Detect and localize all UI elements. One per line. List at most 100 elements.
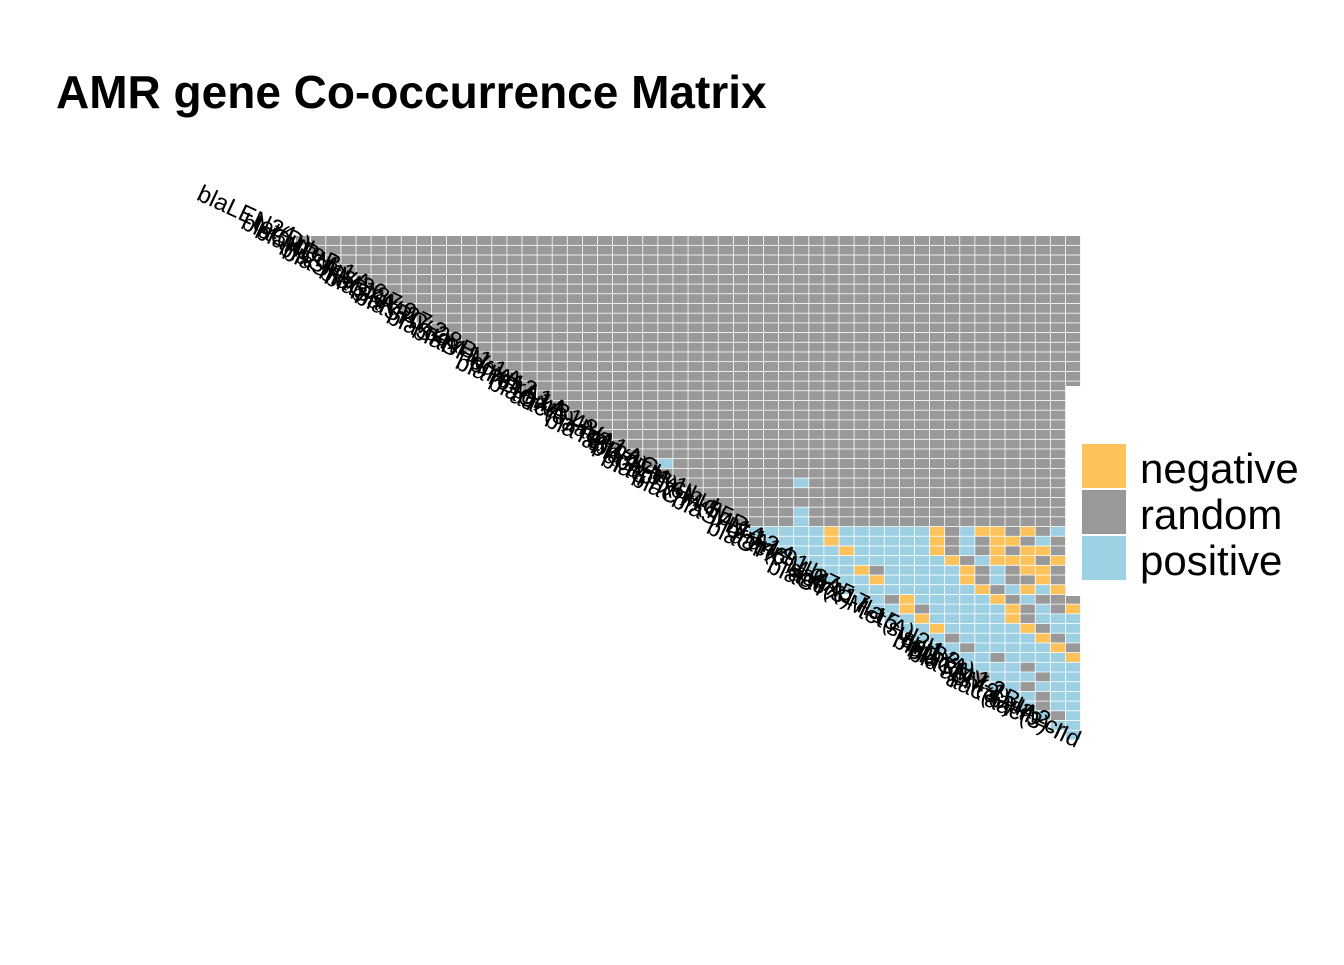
heatmap-cell xyxy=(884,478,899,488)
heatmap-cell xyxy=(990,449,1005,459)
heatmap-cell xyxy=(763,468,779,478)
heatmap-cell xyxy=(552,303,567,313)
heatmap-cell xyxy=(809,323,824,333)
heatmap-cell xyxy=(597,274,613,284)
heatmap-cell xyxy=(779,546,794,556)
heatmap-cell xyxy=(718,420,733,430)
heatmap-cell xyxy=(673,294,688,304)
heatmap-cell xyxy=(929,614,945,624)
heatmap-cell xyxy=(1005,410,1020,420)
heatmap-cell xyxy=(945,313,960,323)
heatmap-cell xyxy=(884,342,899,352)
heatmap-cell xyxy=(658,352,673,362)
heatmap-cell xyxy=(1050,594,1066,604)
heatmap-cell xyxy=(597,323,613,333)
heatmap-cell xyxy=(990,323,1005,333)
heatmap-cell xyxy=(929,371,945,381)
heatmap-cell xyxy=(628,303,643,313)
heatmap-cell xyxy=(839,381,854,391)
heatmap-cell xyxy=(1020,381,1035,391)
heatmap-cell xyxy=(914,255,930,265)
heatmap-cell xyxy=(854,400,869,410)
heatmap-cell xyxy=(884,497,899,507)
heatmap-cell xyxy=(552,352,567,362)
heatmap-cell xyxy=(597,400,613,410)
heatmap-cell xyxy=(779,236,794,245)
heatmap-cell xyxy=(673,468,688,478)
heatmap-cell xyxy=(703,488,718,498)
heatmap-cell xyxy=(1065,352,1081,362)
heatmap-cell xyxy=(688,323,703,333)
heatmap-cell xyxy=(809,420,824,430)
heatmap-cell xyxy=(854,323,869,333)
heatmap-cell xyxy=(1005,459,1020,468)
heatmap-cell xyxy=(794,556,809,565)
heatmap-cell xyxy=(733,439,749,449)
heatmap-cell xyxy=(628,410,643,420)
heatmap-cell xyxy=(779,303,794,313)
heatmap-cell xyxy=(869,391,884,401)
heatmap-cell xyxy=(990,284,1005,294)
heatmap-cell xyxy=(899,459,915,468)
heatmap-cell xyxy=(1005,478,1020,488)
heatmap-cell xyxy=(1005,662,1020,672)
heatmap-cell xyxy=(854,371,869,381)
heatmap-cell xyxy=(416,294,432,304)
heatmap-cell xyxy=(1020,556,1035,565)
heatmap-cell xyxy=(688,313,703,323)
heatmap-cell xyxy=(975,323,990,333)
heatmap-cell xyxy=(914,449,930,459)
heatmap-cell xyxy=(809,342,824,352)
heatmap-cell xyxy=(869,255,884,265)
heatmap-cell xyxy=(477,303,492,313)
heatmap-cell xyxy=(446,245,462,255)
heatmap-cell xyxy=(1050,420,1066,430)
heatmap-cell xyxy=(446,236,462,245)
heatmap-cell xyxy=(975,303,990,313)
heatmap-cell xyxy=(673,362,688,371)
heatmap-cell xyxy=(975,536,990,546)
heatmap-cell xyxy=(612,342,628,352)
heatmap-cell xyxy=(854,294,869,304)
heatmap-cell xyxy=(643,420,658,430)
heatmap-cell xyxy=(1050,294,1066,304)
heatmap-cell xyxy=(537,313,552,323)
heatmap-cell xyxy=(884,439,899,449)
heatmap-cell xyxy=(990,488,1005,498)
heatmap-cell xyxy=(673,410,688,420)
heatmap-cell xyxy=(899,332,915,342)
heatmap-cell xyxy=(718,303,733,313)
heatmap-cell xyxy=(899,526,915,536)
heatmap-cell xyxy=(914,517,930,527)
heatmap-cell xyxy=(628,352,643,362)
heatmap-cell xyxy=(854,546,869,556)
heatmap-cell xyxy=(1050,371,1066,381)
heatmap-cell xyxy=(748,468,764,478)
heatmap-cell xyxy=(899,604,915,614)
heatmap-cell xyxy=(929,604,945,614)
heatmap-cell xyxy=(703,400,718,410)
heatmap-cell xyxy=(431,323,447,333)
heatmap-cell xyxy=(1020,265,1035,274)
heatmap-cell xyxy=(612,400,628,410)
heatmap-cell xyxy=(884,429,899,439)
heatmap-cell xyxy=(960,439,975,449)
heatmap-cell xyxy=(1005,585,1020,595)
heatmap-cell xyxy=(537,342,552,352)
heatmap-cell xyxy=(1065,381,1081,391)
heatmap-cell xyxy=(1005,294,1020,304)
heatmap-cell xyxy=(824,478,839,488)
heatmap-cell xyxy=(537,352,552,362)
heatmap-cell xyxy=(477,274,492,284)
heatmap-cell xyxy=(673,236,688,245)
heatmap-cells xyxy=(296,236,1081,740)
heatmap-cell xyxy=(552,371,567,381)
heatmap-cell xyxy=(990,245,1005,255)
heatmap-cell xyxy=(688,459,703,468)
heatmap-cell xyxy=(1020,236,1035,245)
chart-title: AMR gene Co-occurrence Matrix xyxy=(56,66,767,118)
heatmap-cell xyxy=(794,303,809,313)
legend-key-random xyxy=(1082,490,1126,534)
heatmap-cell xyxy=(884,323,899,333)
